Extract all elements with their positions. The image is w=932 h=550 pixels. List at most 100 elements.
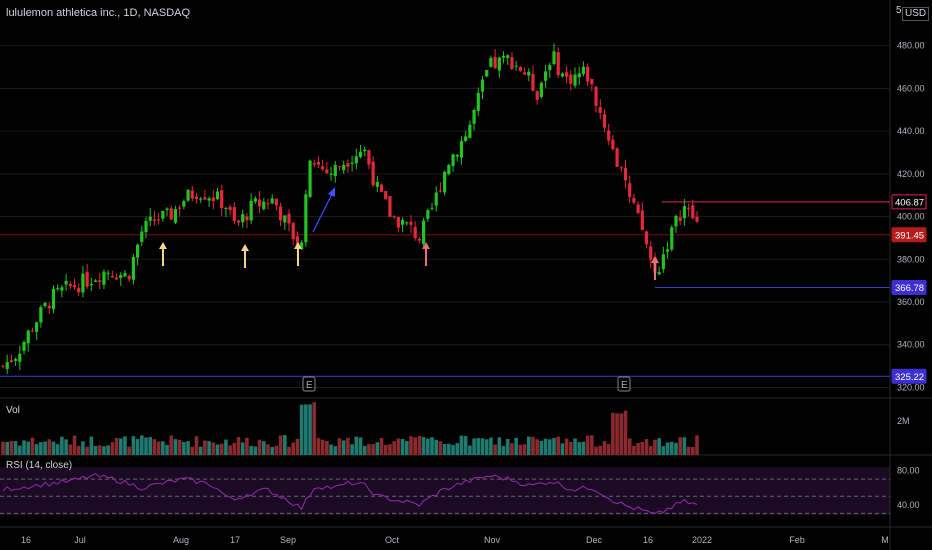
volume-bar [367,444,371,455]
volume-bar [161,441,165,455]
candle-body [22,341,26,351]
volume-bar [85,446,89,455]
volume-bar [295,438,300,455]
volume-bar [308,404,312,455]
candle-body [114,277,119,280]
volume-bar [148,437,153,455]
volume-bar [379,438,384,455]
y-tick-label: 320.00 [897,382,925,392]
volume-bar [249,445,253,455]
candle-body [199,198,203,200]
candle-body [316,161,321,165]
volume-bar [535,439,539,455]
candle-body [51,288,56,310]
candle-body [81,273,85,293]
y-tick-label: 340.00 [897,340,925,350]
price-label-box [891,280,927,296]
candle-body [257,199,262,207]
volume-bar [106,445,110,455]
volume-bar [26,441,31,455]
candle-body [140,231,144,243]
volume-bar [76,445,81,455]
candle-body [39,307,43,323]
volume-bar [329,444,333,455]
annotation-arrow-head [294,242,302,249]
volume-bar [484,439,489,455]
volume-bar [371,444,375,455]
candle-body [304,194,308,243]
volume-bar [690,446,695,455]
y-tick-label: 380.00 [897,254,925,264]
candle-body [623,168,628,181]
volume-bar [182,441,186,455]
volume-bar [632,445,636,455]
candle-body [602,114,607,128]
candle-body [670,227,674,250]
volume-bar [312,402,317,455]
candle-body [392,216,396,218]
candle-body [186,189,190,201]
candle-body [535,91,539,100]
volume-bar [611,412,615,455]
candle-body [674,215,678,227]
candle-body [565,72,569,77]
volume-bar [430,437,434,455]
volume-bar [228,445,232,455]
volume-bar [404,440,409,455]
candle-body [501,55,506,58]
volume-bar [590,435,594,455]
candle-body [241,214,245,223]
candle-body [60,287,64,291]
price-label: 406.87 [895,197,924,208]
volume-bar [43,441,47,455]
volume-bar [640,441,645,455]
candle-body [232,207,236,222]
candle-body [228,206,232,211]
volume-bar [594,446,598,455]
volume-bar [89,436,94,455]
volume-bar [543,438,548,455]
volume-bar [169,435,174,455]
annotation-arrow-head [651,256,659,263]
candle-body [476,93,480,111]
candle-body [497,57,501,71]
candle-body [581,66,586,74]
currency-badge[interactable]: USD [902,7,930,21]
symbol-title: lululemon athletica inc., 1D, NASDAQ [6,7,191,19]
volume-bar [337,438,342,455]
volume-bar [623,410,628,455]
volume-bar [190,446,195,455]
volume-bar [358,437,363,455]
candle-body [434,192,438,206]
volume-bar [299,404,304,455]
candle-body [30,330,35,332]
candle-body [615,148,619,167]
volume-bar [514,437,518,455]
candle-body [577,73,581,78]
volume-bar [442,443,447,455]
volume-bar [325,441,329,455]
candle-body [400,219,405,225]
volume-bar [388,444,392,455]
volume-label: Vol [6,405,20,416]
volume-bar [144,437,148,455]
candle-body [77,288,81,293]
candle-body [430,207,434,209]
volume-bar [539,440,544,455]
volume-bar [581,441,586,455]
volume-bar [569,441,573,455]
candle-body [245,216,249,221]
volume-bar [13,441,18,455]
volume-bar [615,413,619,455]
price-label: 325.22 [895,372,924,383]
volume-bar [417,435,422,455]
candle-body [649,246,653,260]
volume-bar [55,444,60,455]
y-tick-label: 480.00 [897,41,925,51]
candle-body [586,66,590,82]
corner-glyph: 5 [896,5,902,16]
annotation-arrow [312,191,334,233]
volume-bar [5,442,10,455]
